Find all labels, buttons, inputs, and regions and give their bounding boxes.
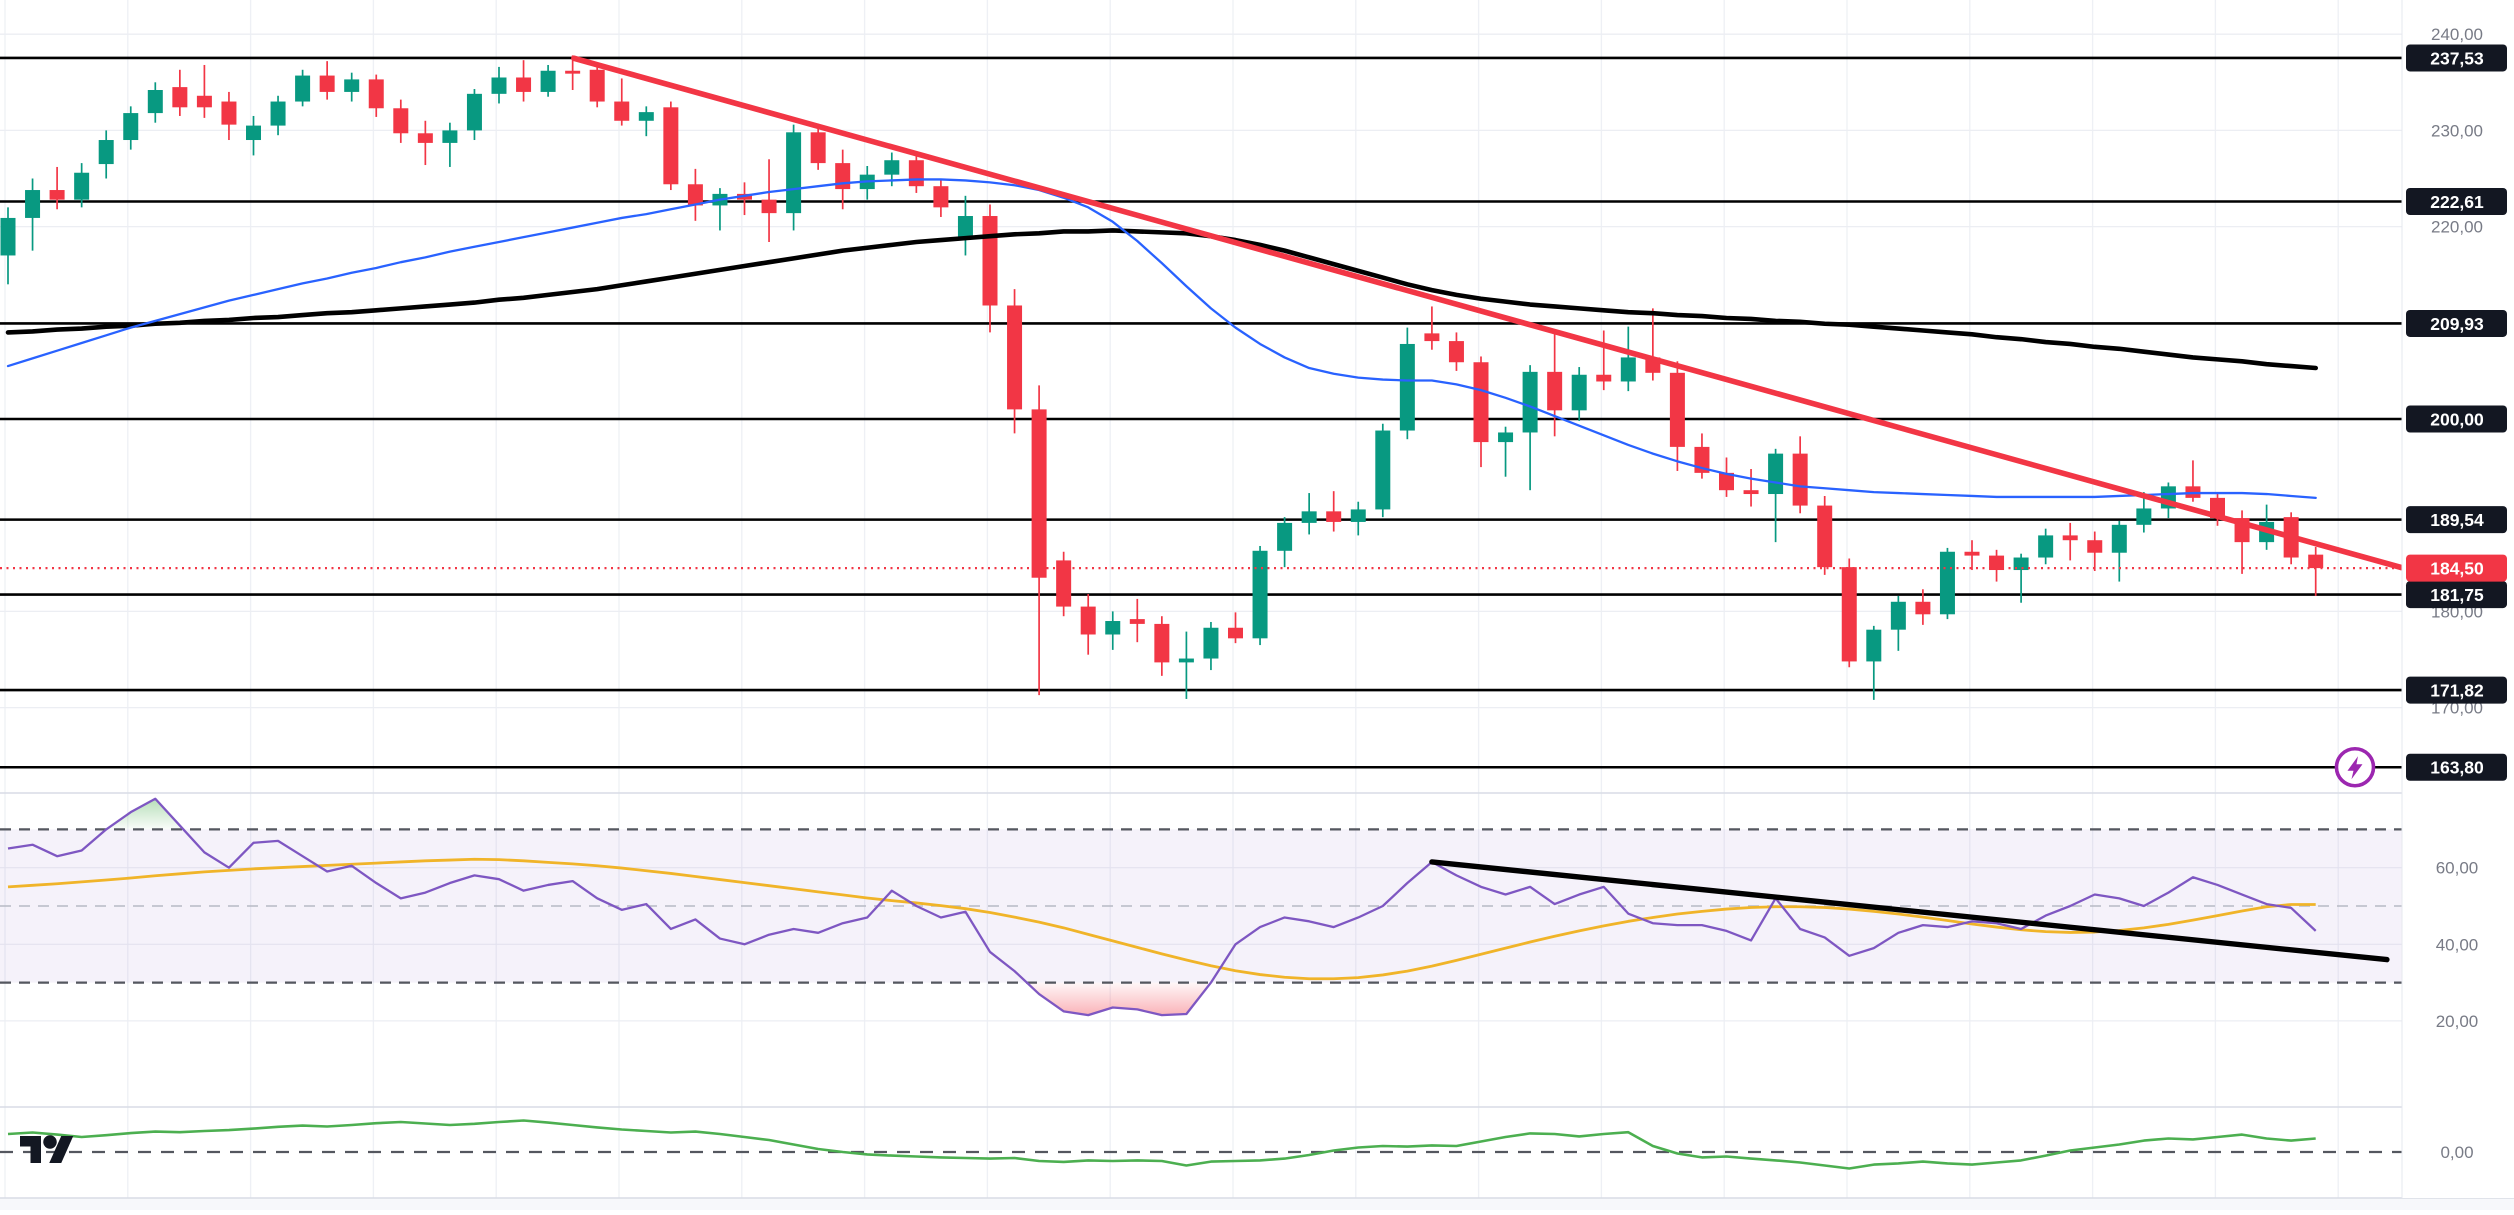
rsi-overbought-fill xyxy=(106,798,184,830)
signal-line[interactable] xyxy=(7,1119,2316,1170)
price-tick-label: 230,00 xyxy=(2431,121,2483,140)
tradingview-logo[interactable] xyxy=(20,1135,74,1163)
current-price-badge: 184,50 xyxy=(2406,554,2507,582)
price-level-badge: 181,75 xyxy=(2406,581,2507,609)
price-level-badge: 189,54 xyxy=(2406,506,2507,534)
candlestick-series[interactable] xyxy=(0,55,2324,700)
signal-tick-label: 0,00 xyxy=(2440,1143,2473,1162)
price-level-badge: 209,93 xyxy=(2406,309,2507,337)
svg-text:222,61: 222,61 xyxy=(2430,192,2484,212)
svg-text:184,50: 184,50 xyxy=(2430,559,2484,579)
price-level-badge: 222,61 xyxy=(2406,187,2507,215)
rsi-line[interactable] xyxy=(7,797,2317,1017)
svg-text:189,54: 189,54 xyxy=(2430,510,2484,530)
price-tick-label: 240,00 xyxy=(2431,25,2483,44)
svg-text:181,75: 181,75 xyxy=(2430,585,2484,605)
downtrend-line[interactable] xyxy=(571,55,2405,571)
rsi-oversold-fill xyxy=(1026,982,1211,1016)
svg-text:209,93: 209,93 xyxy=(2430,314,2484,334)
rsi-tick-label: 60,00 xyxy=(2436,859,2479,878)
price-level-badge: 237,53 xyxy=(2406,44,2507,72)
svg-text:163,80: 163,80 xyxy=(2430,758,2484,778)
lightning-button[interactable] xyxy=(2334,746,2376,788)
rsi-tick-label: 40,00 xyxy=(2436,935,2479,954)
rsi-trendline[interactable] xyxy=(1429,859,2390,963)
price-tick-label: 220,00 xyxy=(2431,218,2483,237)
ma-fast-line[interactable] xyxy=(6,178,2317,500)
svg-text:200,00: 200,00 xyxy=(2430,410,2484,430)
ma-slow-line[interactable] xyxy=(5,228,2318,371)
rsi-ma-line[interactable] xyxy=(7,857,2316,981)
price-level-badge: 163,80 xyxy=(2406,753,2507,781)
rsi-tick-label: 20,00 xyxy=(2436,1012,2479,1031)
price-level-badge: 200,00 xyxy=(2406,405,2507,433)
lightning-icon xyxy=(2347,756,2363,780)
price-level-badge: 171,82 xyxy=(2406,676,2507,704)
svg-text:237,53: 237,53 xyxy=(2430,48,2484,68)
svg-text:171,82: 171,82 xyxy=(2430,681,2484,701)
time-axis-strip[interactable] xyxy=(0,1198,2514,1210)
